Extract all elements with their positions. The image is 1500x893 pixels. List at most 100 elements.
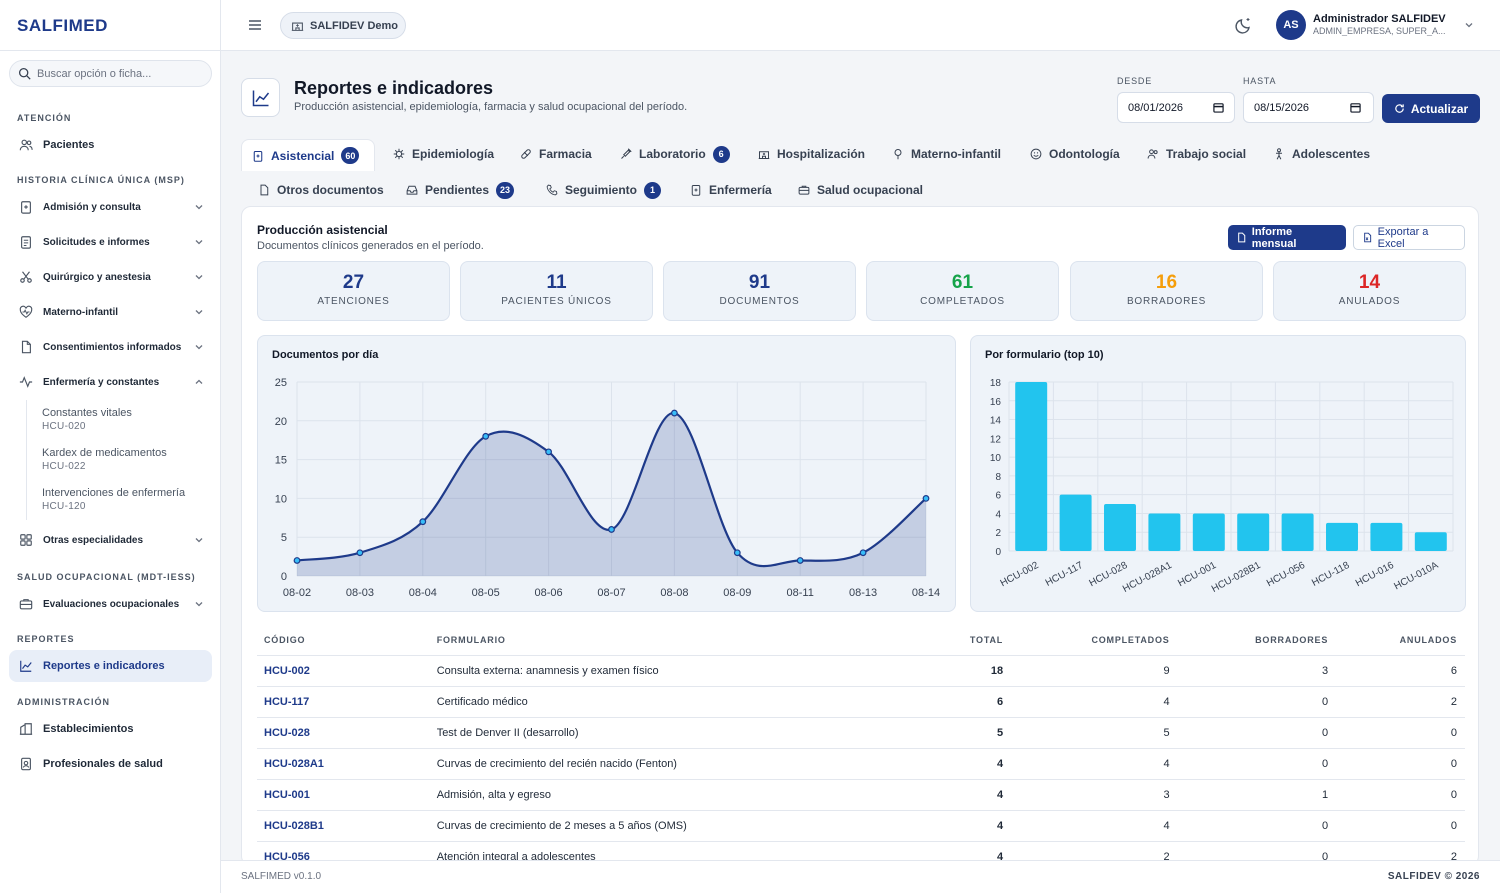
sidebar-item-otras[interactable]: Otras especialidades — [9, 524, 212, 556]
hasta-date-input[interactable]: 08/15/2026 — [1243, 92, 1374, 123]
sidebar-item-label: Consentimientos informados — [43, 341, 182, 353]
tab-otros-documentos[interactable]: Otros documentos — [248, 175, 394, 205]
tab-pendientes[interactable]: Pendientes 23 — [396, 175, 524, 205]
sidebar-item-establecimientos[interactable]: Establecimientos — [9, 713, 212, 745]
y-tick-label: 0 — [995, 547, 1001, 558]
sidebar-subitem-intervenciones[interactable]: Intervenciones de enfermería HCU-120 — [42, 486, 185, 514]
y-tick-label: 14 — [990, 416, 1002, 427]
briefcase-icon — [19, 599, 33, 610]
search-icon — [18, 67, 31, 80]
x-tick-label: HCU-016 — [1354, 560, 1396, 589]
tab-materno-infantil[interactable]: Materno-infantil — [882, 139, 1011, 169]
tenant-selector[interactable]: SALFIDEV Demo — [280, 12, 406, 39]
x-tick-label: 08-05 — [472, 587, 500, 599]
sidebar-item-materno[interactable]: Materno-infantil — [9, 296, 212, 328]
tab-epidemiologia[interactable]: Epidemiología — [383, 139, 504, 169]
table-cell: 5 — [1011, 717, 1178, 749]
y-tick-label: 25 — [275, 377, 287, 389]
column-header[interactable]: TOTAL — [853, 625, 1012, 656]
tab-asistencial[interactable]: Asistencial 60 — [241, 139, 375, 171]
form-code-link[interactable]: HCU-001 — [257, 779, 430, 811]
export-excel-button[interactable]: Exportar a Excel — [1353, 225, 1465, 250]
tab-label: Odontología — [1049, 147, 1120, 161]
column-header[interactable]: BORRADORES — [1177, 625, 1337, 656]
tab-adolescentes[interactable]: Adolescentes — [1263, 139, 1380, 169]
table-cell: 4 — [853, 779, 1012, 811]
column-header[interactable]: COMPLETADOS — [1011, 625, 1178, 656]
monthly-report-button[interactable]: Informe mensual — [1228, 225, 1346, 250]
tab-label: Asistencial — [271, 148, 335, 163]
tab-enfermeria[interactable]: Enfermería — [680, 175, 782, 205]
x-tick-label: 08-04 — [409, 587, 437, 599]
form-code-link[interactable]: HCU-028B1 — [257, 810, 430, 842]
sidebar-subitem-kardex[interactable]: Kardex de medicamentos HCU-022 — [42, 446, 167, 474]
sidebar-item-pacientes[interactable]: Pacientes — [9, 129, 212, 161]
calendar-icon[interactable] — [1350, 102, 1361, 113]
building-icon — [19, 723, 33, 735]
desde-date-input[interactable]: 08/01/2026 — [1117, 92, 1235, 123]
column-header[interactable]: FORMULARIO — [429, 625, 854, 656]
tab-label: Materno-infantil — [911, 147, 1001, 161]
search-box[interactable] — [9, 60, 212, 87]
tab-laboratorio[interactable]: Laboratorio 6 — [610, 139, 740, 169]
stat-card-completados: 61 COMPLETADOS — [866, 261, 1059, 321]
daily-documents-chart: 0 5 10 15 20 25 08-02 08-03 08-04 08-05 08-06 08-07… — [275, 377, 940, 599]
sidebar-item-solicitudes[interactable]: Solicitudes e informes — [9, 226, 212, 258]
sidebar-item-consentimientos[interactable]: Consentimientos informados — [9, 331, 212, 363]
tab-farmacia[interactable]: Farmacia — [510, 139, 602, 169]
chevron-down-icon[interactable] — [1464, 20, 1474, 30]
sidebar-item-reportes[interactable]: Reportes e indicadores — [9, 650, 212, 682]
table-row[interactable]: HCU-028A1 Curvas de crecimiento del recié… — [257, 748, 1465, 780]
tab-trabajo-social[interactable]: Trabajo social — [1137, 139, 1256, 169]
table-row[interactable]: HCU-001 Admisión, alta y egreso 4 3 1 0 — [257, 779, 1465, 811]
app-logo[interactable]: SALFIMED — [17, 16, 108, 35]
chart-title: Documentos por día — [272, 349, 379, 361]
tab-seguimiento[interactable]: Seguimiento 1 — [536, 175, 671, 205]
sidebar-item-enfermeria[interactable]: Enfermería y constantes — [9, 366, 212, 398]
form-code-link[interactable]: HCU-002 — [257, 655, 430, 687]
sidebar-item-quirurgico[interactable]: Quirúrgico y anestesia — [9, 261, 212, 293]
x-tick-label: HCU-028B1 — [1210, 560, 1263, 595]
tab-hospitalizacion[interactable]: Hospitalización — [748, 139, 875, 169]
form-code-link[interactable]: HCU-117 — [257, 686, 430, 718]
sidebar-item-label: Solicitudes e informes — [43, 236, 150, 248]
sidebar: SALFIMED ATENCIÓN Pacientes HISTORIA CLÍ… — [0, 0, 221, 893]
menu-icon[interactable] — [248, 18, 262, 32]
table-row[interactable]: HCU-028 Test de Denver II (desarrollo) 5 5 0… — [257, 717, 1465, 749]
update-button[interactable]: Actualizar — [1382, 94, 1480, 123]
page-icon — [241, 78, 280, 117]
y-tick-label: 5 — [281, 532, 287, 544]
sidebar-item-admision[interactable]: Admisión y consulta — [9, 191, 212, 223]
bar — [1281, 513, 1314, 551]
subitem-label: Kardex de medicamentos — [42, 447, 167, 459]
tab-odontologia[interactable]: Odontología — [1020, 139, 1130, 169]
sidebar-item-evaluaciones[interactable]: Evaluaciones ocupacionales — [9, 588, 212, 620]
form-code-link[interactable]: HCU-028A1 — [257, 748, 430, 780]
data-point — [733, 549, 741, 557]
table-cell: 4 — [1011, 686, 1178, 718]
users-icon — [19, 139, 33, 151]
copyright-text: SALFIDEV © 2026 — [1387, 871, 1480, 882]
heart-pulse-icon — [19, 305, 33, 318]
y-tick-label: 2 — [995, 528, 1001, 539]
avatar[interactable]: AS — [1276, 10, 1306, 40]
column-header[interactable]: CÓDIGO — [257, 625, 430, 656]
form-code-link[interactable]: HCU-028 — [257, 717, 430, 749]
user-name: Administrador SALFIDEV — [1313, 13, 1446, 25]
table-row[interactable]: HCU-117 Certificado médico 6 4 0 2 — [257, 686, 1465, 718]
calendar-icon[interactable] — [1213, 102, 1224, 113]
stat-label: PACIENTES ÚNICOS — [501, 296, 612, 307]
desde-label: DESDE — [1117, 76, 1153, 86]
sidebar-item-profesionales[interactable]: Profesionales de salud — [9, 748, 212, 780]
moon-icon[interactable] — [1235, 16, 1253, 34]
chevron-down-icon — [195, 275, 203, 280]
stat-label: ATENCIONES — [317, 296, 390, 307]
search-input[interactable] — [37, 67, 197, 80]
sidebar-subitem-constantes[interactable]: Constantes vitales HCU-020 — [42, 406, 132, 434]
table-row[interactable]: HCU-002 Consulta externa: anamnesis y exa… — [257, 655, 1465, 687]
table-row[interactable]: HCU-028B1 Curvas de crecimiento de 2 mese… — [257, 810, 1465, 842]
tab-salud-ocupacional[interactable]: Salud ocupacional — [788, 175, 933, 205]
column-header[interactable]: ANULADOS — [1336, 625, 1465, 656]
line-chart-icon — [20, 660, 32, 672]
chart-title: Por formulario (top 10) — [985, 349, 1104, 361]
